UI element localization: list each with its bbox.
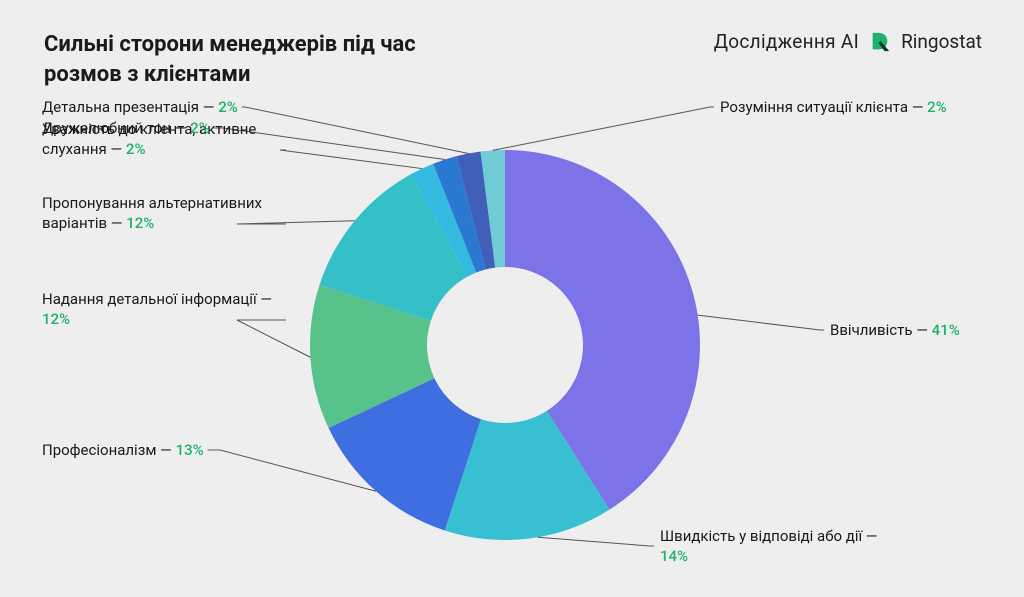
slice-label-pct: 2% bbox=[190, 119, 210, 137]
slice-label-pct: 2% bbox=[218, 98, 238, 116]
slice-label: Розуміння ситуації клієнта — 2% bbox=[720, 97, 947, 117]
slice-label: Надання детальної інформації — 12% bbox=[42, 289, 282, 330]
slice-label: Ввічливість — 41% bbox=[830, 320, 960, 340]
slice-label: Пропонування альтернативних варіантів — … bbox=[42, 193, 282, 234]
slice-label-text: Швидкість у відповіді або дії bbox=[660, 527, 862, 545]
slice-label-text: Дружелюбний тон bbox=[42, 119, 171, 137]
slice-label: Професіоналізм — 13% bbox=[42, 440, 204, 460]
slice-label-sep: — bbox=[107, 214, 126, 232]
slice-label-pct: 2% bbox=[927, 98, 947, 116]
slice-label-pct: 14% bbox=[660, 547, 688, 565]
slice-label: Швидкість у відповіді або дії — 14% bbox=[660, 526, 900, 567]
slice-label-pct: 13% bbox=[176, 441, 204, 459]
slice-label-sep: — bbox=[862, 527, 877, 545]
slice-label-sep: — bbox=[156, 441, 175, 459]
slice-label-sep: — bbox=[171, 119, 190, 137]
slice-label-text: Професіоналізм bbox=[42, 441, 156, 459]
slice-label: Дружелюбний тон — 2% bbox=[42, 118, 210, 138]
slice-label-sep: — bbox=[913, 321, 932, 339]
slice-label-pct: 41% bbox=[932, 321, 960, 339]
slice-label-pct: 12% bbox=[42, 310, 70, 328]
slice-label-sep: — bbox=[257, 290, 272, 308]
slice-label-text: Ввічливість bbox=[830, 321, 913, 339]
slice-label: Детальна презентація — 2% bbox=[42, 97, 238, 117]
slice-label-pct: 2% bbox=[126, 140, 146, 158]
slice-label-text: Розуміння ситуації клієнта bbox=[720, 98, 908, 116]
slice-label-pct: 12% bbox=[126, 214, 154, 232]
slice-label-sep: — bbox=[908, 98, 927, 116]
slice-label-text: Детальна презентація bbox=[42, 98, 199, 116]
slice-label-text: Надання детальної інформації bbox=[42, 290, 257, 308]
slice-label-sep: — bbox=[199, 98, 218, 116]
chart-labels: Ввічливість — 41% Швидкість у відповіді а… bbox=[0, 0, 1024, 597]
slice-label-sep: — bbox=[107, 140, 126, 158]
